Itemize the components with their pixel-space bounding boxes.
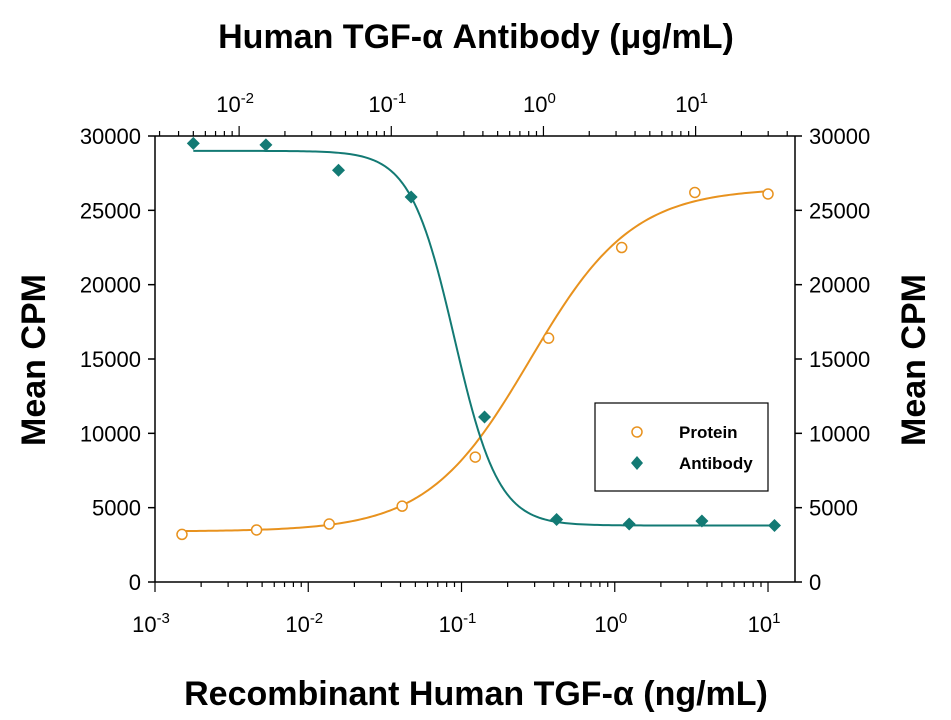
x-tick-label: 10-3: [132, 610, 170, 637]
y-tick-label-right: 15000: [809, 347, 870, 372]
y-axis-title-left: Mean CPM: [15, 274, 53, 446]
protein-point: [396, 500, 408, 512]
protein-point: [762, 188, 774, 200]
y-tick-label-left: 5000: [92, 496, 141, 521]
y-axis-title-right: Mean CPM: [895, 274, 933, 446]
axes-layer: 0 0 5000 5000 10000 10000 15000 15000 20000 20000…: [80, 90, 870, 637]
x2-tick-label: 100: [523, 90, 556, 117]
y-tick-label-right: 30000: [809, 124, 870, 149]
y-tick-label-left: 30000: [80, 124, 141, 149]
antibody-point: [478, 410, 492, 424]
curves-layer: [181, 149, 775, 533]
antibody-point: [622, 517, 636, 531]
antibody-point: [404, 190, 418, 204]
y-tick-label-left: 15000: [80, 347, 141, 372]
y-tick-label-left: 25000: [80, 198, 141, 223]
x-tick-label: 10-2: [285, 610, 323, 637]
x-tick-label: 10-1: [439, 610, 477, 637]
plot-frame: [154, 135, 796, 583]
legend: Protein Antibody: [594, 402, 769, 492]
y-tick-label-left: 10000: [80, 421, 141, 446]
legend-protein-marker: [631, 426, 643, 438]
protein-point: [542, 332, 555, 344]
antibody-point: [550, 513, 564, 527]
protein-point: [176, 528, 188, 541]
y-tick-label-left: 0: [129, 570, 141, 595]
protein-point: [323, 518, 335, 530]
antibody-point: [695, 514, 709, 528]
y-tick-label-left: 20000: [80, 273, 141, 298]
antibody-point: [259, 138, 273, 152]
y-tick-label-right: 20000: [809, 273, 870, 298]
x-axis-title: Recombinant Human TGF-α (ng/mL): [184, 675, 768, 713]
antibody-point: [332, 163, 346, 177]
antibody-point: [186, 136, 200, 150]
legend-antibody-label: Antibody: [679, 454, 753, 473]
protein-point: [689, 186, 701, 199]
y-tick-label-right: 0: [809, 570, 821, 595]
x-tick-label: 100: [594, 610, 627, 637]
points-layer: [176, 136, 782, 541]
legend-box: [594, 402, 769, 492]
x2-tick-label: 101: [675, 90, 708, 117]
x-tick-label: 101: [748, 610, 781, 637]
x2-tick-label: 10-1: [368, 90, 406, 117]
x2-tick-label: 10-2: [216, 90, 254, 117]
top-axis-title: Human TGF-α Antibody (μg/mL): [218, 18, 734, 56]
legend-protein-label: Protein: [679, 423, 738, 442]
y-tick-label-right: 10000: [809, 421, 870, 446]
protein-point: [250, 524, 263, 536]
antibody-point: [768, 519, 782, 533]
legend-antibody-marker: [631, 456, 643, 470]
protein-point: [615, 241, 628, 254]
protein-point: [469, 451, 482, 463]
antibody-fit-curve: [193, 149, 775, 527]
y-tick-label-right: 25000: [809, 198, 870, 223]
protein-fit-curve: [181, 190, 769, 533]
y-tick-label-right: 5000: [809, 496, 858, 521]
